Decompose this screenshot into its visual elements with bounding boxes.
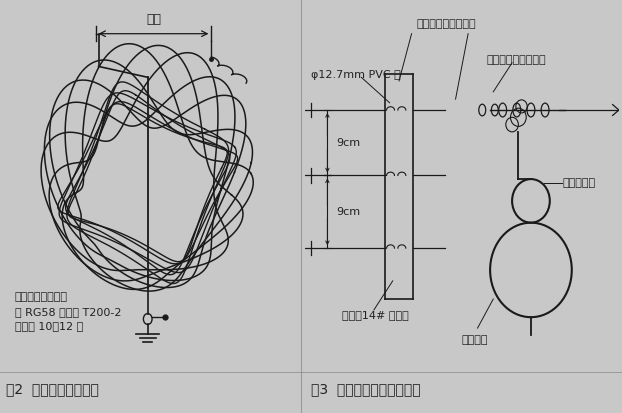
Text: 振子与分离器的捆扎: 振子与分离器的捆扎: [416, 19, 476, 29]
Text: 9cm: 9cm: [336, 138, 360, 148]
Text: φ12.7mm PVC 管: φ12.7mm PVC 管: [311, 70, 401, 80]
Text: 图3  电缆与比绝缘子的连接: 图3 电缆与比绝缘子的连接: [311, 382, 420, 396]
Text: 电缆与绝缘子的连接: 电缆与绝缘子的连接: [487, 55, 547, 66]
Text: 磁环绕制的巴伦：
用 RG58 电缆在 T200-2
上绕制 10～12 圈: 磁环绕制的巴伦： 用 RG58 电缆在 T200-2 上绕制 10～12 圈: [15, 292, 121, 331]
Text: 天线: 天线: [146, 14, 161, 26]
Text: 电缆的固定: 电缆的固定: [562, 178, 595, 188]
Text: 图2  空芯巴伦绕制方法: 图2 空芯巴伦绕制方法: [6, 382, 99, 396]
Text: 空芯巴伦: 空芯巴伦: [462, 335, 488, 345]
Text: 振子：14# 硬铜线: 振子：14# 硬铜线: [343, 310, 409, 320]
Text: 9cm: 9cm: [336, 207, 360, 217]
